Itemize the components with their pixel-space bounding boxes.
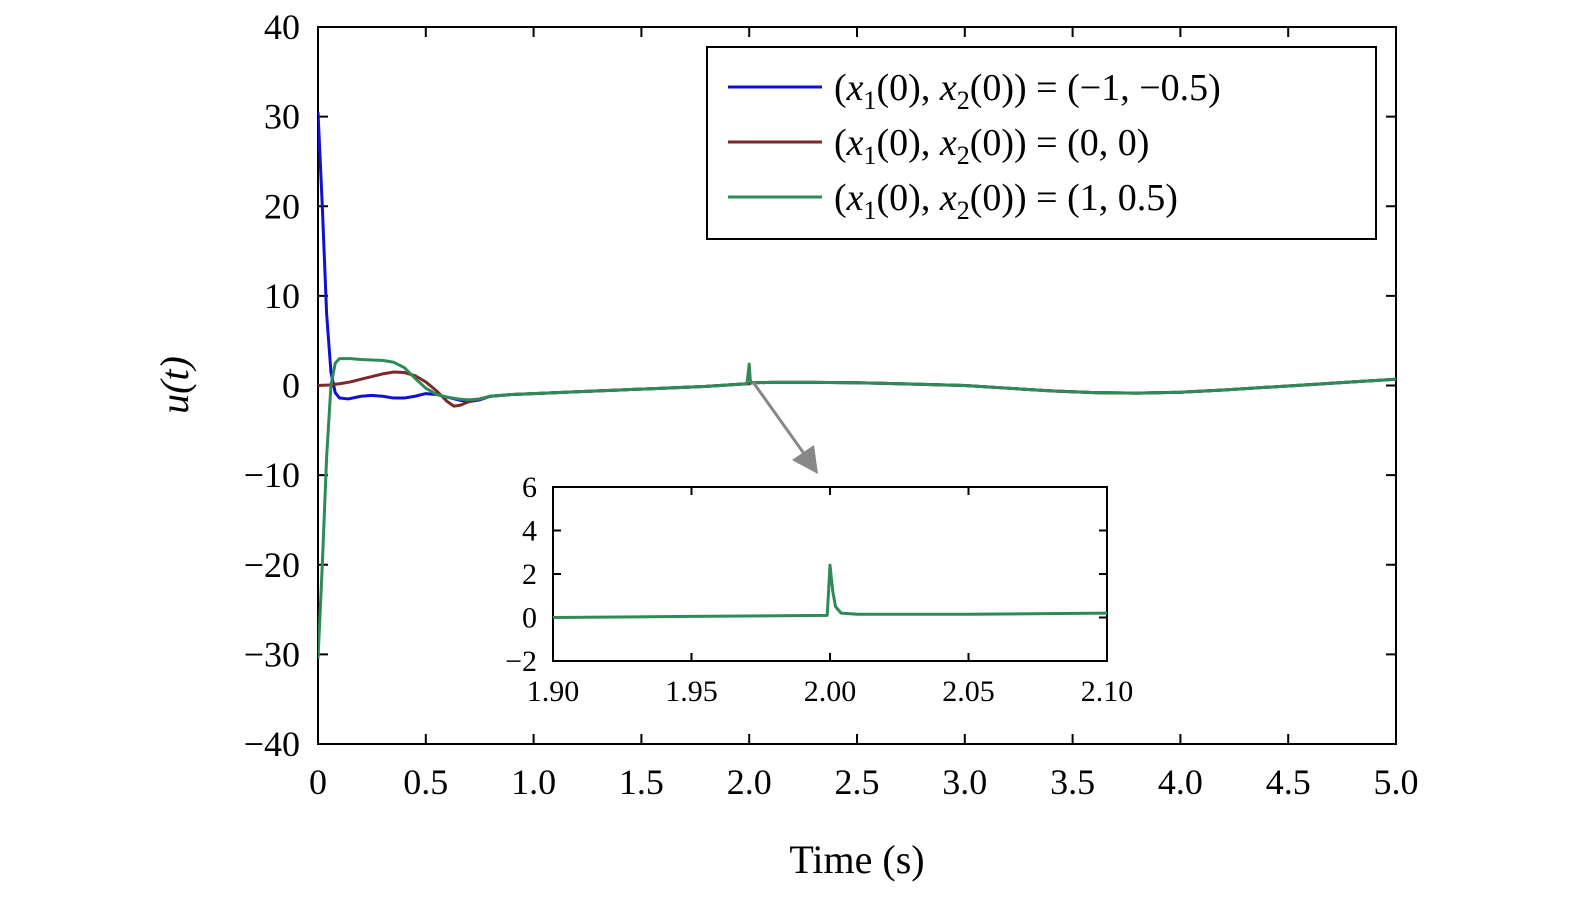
inset-x-tick-label: 2.00 (804, 675, 857, 708)
y-tick-label: −40 (244, 724, 300, 764)
inset-y-tick-labels: 6 4 2 0 −2 (505, 471, 537, 678)
inset-x-tick-label: 1.95 (665, 675, 718, 708)
x-tick-label: 2.0 (727, 762, 772, 802)
x-tick-label: 3.0 (942, 762, 987, 802)
x-tick-label: 1.0 (511, 762, 556, 802)
y-tick-label: 20 (264, 186, 300, 226)
legend-label-1: (x1(0), x2(0)) = (−1, −0.5) (834, 67, 1221, 115)
inset-x-tick-label: 1.90 (527, 675, 580, 708)
x-tick-label: 1.5 (619, 762, 664, 802)
inset-y-tick-label: 2 (522, 558, 537, 591)
x-tick-label: 5.0 (1374, 762, 1419, 802)
x-axis-title: Time (s) (789, 837, 924, 882)
y-axis-title: u(t) (152, 356, 197, 414)
inset-series-line-1 (553, 563, 1107, 619)
inset-y-tick-label: 4 (522, 515, 537, 548)
legend: (x1(0), x2(0)) = (−1, −0.5) (x1(0), x2(0)… (728, 67, 1221, 225)
x-tick-label: 4.0 (1158, 762, 1203, 802)
y-tick-label: −10 (244, 455, 300, 495)
x-tick-label: 3.5 (1050, 762, 1095, 802)
inset-x-tick-label: 2.05 (942, 675, 995, 708)
x-tick-label: 0 (309, 762, 327, 802)
legend-label-2: (x1(0), x2(0)) = (0, 0) (834, 122, 1149, 170)
inset-y-tick-label: 0 (522, 602, 537, 635)
y-tick-label: −30 (244, 634, 300, 674)
zoom-arrow-line (751, 381, 812, 463)
legend-label-3: (x1(0), x2(0)) = (1, 0.5) (834, 177, 1178, 225)
x-tick-label: 2.5 (835, 762, 880, 802)
inset-y-tick-label: 6 (522, 471, 537, 504)
inset-ticks (552, 486, 1108, 662)
x-tick-labels: 0 0.5 1.0 1.5 2.0 2.5 3.0 3.5 4.0 4.5 5.0 (309, 762, 1419, 802)
x-tick-label: 4.5 (1266, 762, 1311, 802)
inset-x-tick-label: 2.10 (1081, 675, 1134, 708)
y-tick-label: 40 (264, 7, 300, 47)
y-tick-label: −20 (244, 545, 300, 585)
inset-y-tick-label: −2 (505, 645, 537, 678)
inset-series-group (553, 563, 1107, 619)
zoom-arrow-head-icon (792, 445, 818, 474)
y-tick-label: 30 (264, 97, 300, 137)
y-tick-label: 0 (282, 366, 300, 406)
main-series-group (318, 112, 1396, 659)
inset-x-tick-labels: 1.90 1.95 2.00 2.05 2.10 (527, 675, 1134, 708)
y-tick-label: 10 (264, 276, 300, 316)
y-tick-labels: 40 30 20 10 0 −10 −20 −30 −40 (244, 7, 300, 764)
x-tick-label: 0.5 (403, 762, 448, 802)
series-line-3 (318, 357, 1396, 659)
